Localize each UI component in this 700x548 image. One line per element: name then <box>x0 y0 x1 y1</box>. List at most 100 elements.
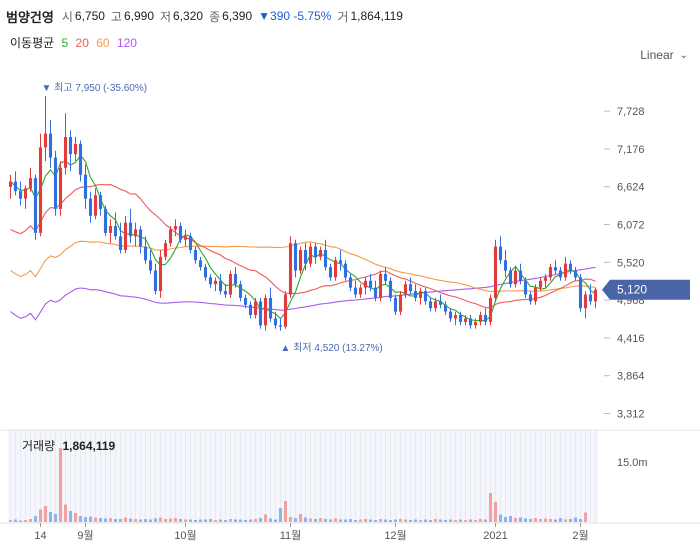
ma-60-line <box>10 240 596 293</box>
candle-body <box>13 181 18 192</box>
candle-body <box>313 246 318 257</box>
candle-body <box>578 277 583 309</box>
candle-body <box>8 181 13 188</box>
chevron-down-icon: ⌄ <box>679 49 688 61</box>
candle-body <box>458 315 463 322</box>
candle-body <box>428 301 433 309</box>
volume-bar <box>113 519 118 522</box>
candle-body <box>88 198 93 216</box>
volume-bar <box>403 519 408 522</box>
volume-bar <box>478 519 483 522</box>
volume-bar <box>318 518 323 522</box>
candle-body <box>333 260 338 278</box>
open-value: 6,750 <box>74 9 105 23</box>
volume-bar <box>458 519 463 522</box>
volume-bar <box>528 519 533 522</box>
volume-label: 거 <box>337 9 349 24</box>
volume-bar <box>433 519 438 522</box>
volume-bar <box>273 519 278 522</box>
volume-bar <box>153 518 158 522</box>
volume-panel-title: 거래량 <box>22 439 56 453</box>
candle-body <box>413 291 418 298</box>
candle-body <box>268 297 273 319</box>
candle-body <box>398 294 403 312</box>
candle-body <box>53 157 58 209</box>
volume-bar <box>463 520 468 522</box>
open-label: 시 <box>61 9 73 24</box>
volume-bar <box>98 518 103 522</box>
candle-body <box>118 236 123 250</box>
moving-average-legend: 이동평균 5 20 60 120 <box>10 34 141 51</box>
volume-bar <box>508 516 513 522</box>
volume-bar <box>503 517 508 522</box>
volume-bar <box>523 518 528 522</box>
volume-bar <box>108 518 113 522</box>
volume-bar <box>268 518 273 522</box>
candle-body <box>58 167 63 209</box>
volume-bar <box>328 519 333 522</box>
candle-body <box>498 246 503 261</box>
candle-body <box>248 304 253 316</box>
candle-body <box>63 137 68 168</box>
volume-bar <box>533 518 538 522</box>
ma-60[interactable]: 60 <box>96 36 110 50</box>
candle-body <box>373 287 378 298</box>
candle-body <box>23 188 28 199</box>
stock-header: 범양건영 시 6,750 고 6,990 저 6,320 종 6,390 ▼39… <box>6 6 409 26</box>
volume-bar <box>393 519 398 522</box>
volume-panel-value: 1,864,119 <box>62 439 116 453</box>
volume-bar <box>103 518 108 522</box>
price-tick-label: 3,312 <box>617 408 645 420</box>
candle-body <box>253 301 258 316</box>
candle-body <box>298 250 303 271</box>
volume-value: 1,864,119 <box>350 9 403 23</box>
volume-bar <box>118 519 123 522</box>
volume-bar <box>563 519 568 522</box>
ma-120[interactable]: 120 <box>116 36 137 50</box>
candle-body <box>38 147 43 233</box>
candle-body <box>368 280 373 288</box>
volume-bar <box>63 504 68 522</box>
candle-body <box>128 222 133 237</box>
volume-bar <box>338 519 343 522</box>
low-annotation: ▲ 최저 4,520 (13.27%) <box>281 342 383 354</box>
candle-body <box>558 270 563 278</box>
volume-bar <box>83 517 88 522</box>
volume-bar <box>38 509 43 522</box>
candle-body <box>573 270 578 278</box>
candle-body <box>93 195 98 216</box>
candle-body <box>438 301 443 305</box>
price-tick-label: 7,176 <box>617 144 645 156</box>
scale-mode-dropdown[interactable]: Linear ⌄ <box>640 48 688 62</box>
candle-body <box>318 250 323 257</box>
ma-5[interactable]: 5 <box>61 36 69 50</box>
candle-body <box>543 277 548 281</box>
candle-body <box>538 280 543 288</box>
high-value: 6,990 <box>123 9 154 23</box>
candle-body <box>533 287 538 302</box>
volume-bar <box>278 508 283 522</box>
candle-body <box>453 315 458 319</box>
stock-name: 범양건영 <box>6 9 54 25</box>
candle-body <box>213 280 218 285</box>
volume-bar <box>323 519 328 522</box>
volume-bar <box>568 519 573 522</box>
candle-body <box>33 178 38 233</box>
date-tick-label: 11월 <box>280 529 302 542</box>
volume-bar <box>188 519 193 522</box>
candle-body <box>158 256 163 292</box>
volume-bar <box>13 519 18 522</box>
candle-body <box>283 294 288 327</box>
volume-bar <box>473 520 478 522</box>
ma-20[interactable]: 20 <box>75 36 89 50</box>
volume-bar <box>143 519 148 522</box>
candle-body <box>228 273 233 295</box>
candle-body <box>68 137 73 155</box>
candle-body <box>553 267 558 271</box>
candle-body <box>28 178 33 189</box>
candle-body <box>408 284 413 292</box>
volume-bar <box>468 519 473 522</box>
volume-bar <box>453 520 458 522</box>
volume-bar <box>198 519 203 522</box>
